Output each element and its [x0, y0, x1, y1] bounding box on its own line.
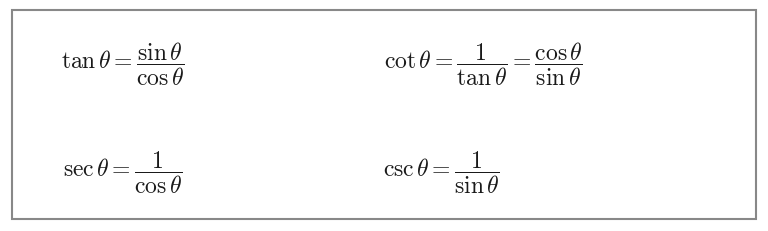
Text: $\sec\theta = \dfrac{1}{\cos\theta}$: $\sec\theta = \dfrac{1}{\cos\theta}$ — [63, 150, 183, 196]
FancyBboxPatch shape — [12, 10, 756, 219]
Text: $\csc\theta = \dfrac{1}{\sin\theta}$: $\csc\theta = \dfrac{1}{\sin\theta}$ — [383, 150, 500, 196]
Text: $\tan\theta = \dfrac{\sin\theta}{\cos\theta}$: $\tan\theta = \dfrac{\sin\theta}{\cos\th… — [61, 41, 184, 88]
Text: $\cot\theta = \dfrac{1}{\tan\theta} = \dfrac{\cos\theta}{\sin\theta}$: $\cot\theta = \dfrac{1}{\tan\theta} = \d… — [384, 41, 584, 88]
